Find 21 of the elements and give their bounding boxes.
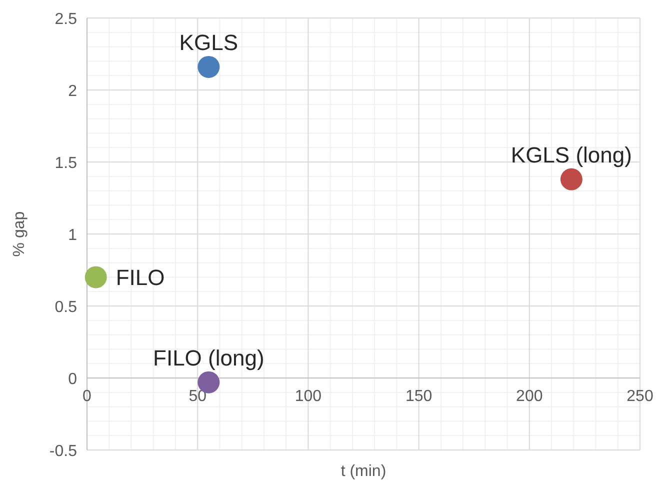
y-tick-label: 0.5 <box>54 299 78 316</box>
series-label: KGLS (long) <box>510 142 632 168</box>
x-tick-label: 150 <box>405 388 432 405</box>
y-tick-label: 1 <box>68 227 78 244</box>
y-tick-label: 0 <box>68 371 78 388</box>
y-axis-title: % gap <box>11 211 28 257</box>
point <box>560 168 582 190</box>
x-tick-label: 250 <box>626 388 654 405</box>
y-tick-label: -0.5 <box>49 443 78 460</box>
series-label: FILO <box>116 265 165 290</box>
point <box>84 266 107 288</box>
x-tick-label: 200 <box>516 388 543 405</box>
y-tick-label: 1.5 <box>54 155 78 172</box>
series-label: FILO (long) <box>153 345 264 370</box>
y-tick-label: 2.5 <box>54 11 78 28</box>
x-tick-label: 100 <box>294 388 322 405</box>
x-axis-title: t (min) <box>340 463 386 480</box>
x-tick-label: 0 <box>82 388 92 405</box>
series-label: KGLS <box>179 30 238 55</box>
point <box>198 56 220 78</box>
y-tick-label: 2 <box>68 83 78 100</box>
